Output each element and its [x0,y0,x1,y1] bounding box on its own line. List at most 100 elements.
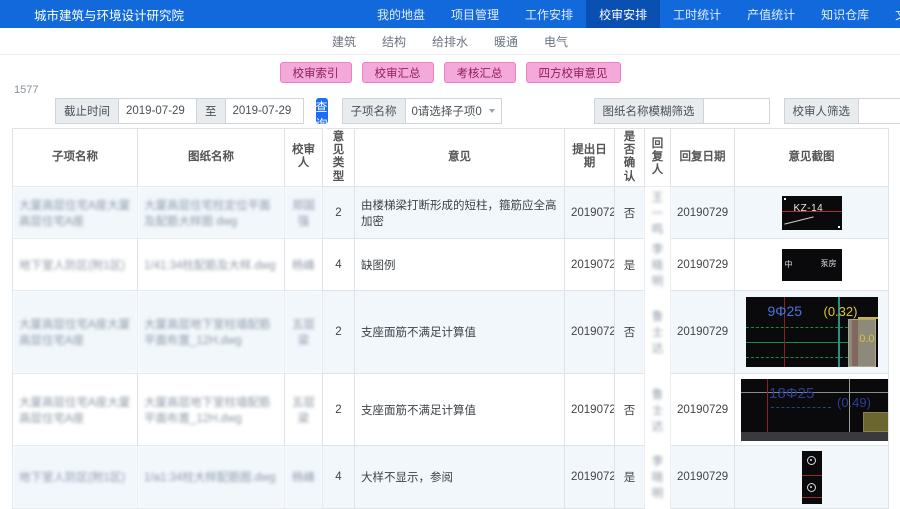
assessment-summary-button[interactable]: 考核汇总 [443,62,516,83]
cad-teal-line [837,297,840,368]
cell-confirmed: 否 [614,290,645,375]
subnav-item-electrical[interactable]: 电气 [544,34,569,49]
drawing-filter-input[interactable] [703,98,770,124]
cad-gray-line [741,391,888,393]
cell-opinion-type: 4 [322,238,355,292]
cad-red-line [781,210,842,212]
cell-reply-date: 20190729 [670,185,735,240]
subnav-item-hvac[interactable]: 暖通 [494,34,519,49]
cell-screenshot: 中 泵房 [734,238,889,292]
cell-date: 20190729 [564,290,615,375]
cad-block [863,411,888,432]
nav-item-docs[interactable]: 文档 [882,0,900,28]
subitem-select-group: 子项名称 0请选择子项0 [341,98,502,124]
cad-panel-stripe [851,320,858,367]
nav-item-my-area[interactable]: 我的地盘 [377,7,426,22]
fourparty-review-button[interactable]: 四方校审意见 [525,62,621,83]
col-confirmed: 是否确认 [614,128,645,187]
discipline-subnav: 建筑 结构 给排水 暖通 电气 [0,28,900,55]
cell-replier: 王一鸣 [644,186,671,239]
start-date-input[interactable] [119,98,197,124]
nav-item-project-mgmt[interactable]: 项目管理 [451,7,500,22]
cell-replier: 鲁士达 [644,373,671,446]
cell-reply-date: 20190729 [670,445,735,509]
col-replier: 回复人 [644,128,671,187]
nav-item-review-schedule[interactable]: 校审安排 [586,0,661,28]
cad-dashed-line [745,357,849,359]
cell-reviewer: 郑国强 [284,185,323,240]
cad-text: 中 [784,259,793,269]
cell-sub-name: 大厦高层住宅A座大厦高层住宅A座 [12,185,138,240]
cell-reviewer: 五层梁 [284,290,323,375]
subnav-item-architecture[interactable]: 建筑 [331,34,356,49]
nav-item-output-stats[interactable]: 产值统计 [747,7,796,22]
nav-item-knowledge-base[interactable]: 知识仓库 [821,7,870,22]
cad-yellow-line [857,317,878,320]
cad-green-line [745,342,849,344]
subitem-select[interactable]: 0请选择子项0 [405,98,502,124]
cad-text: 泵房 [820,258,837,268]
cell-reply-date: 20190729 [670,290,735,375]
cad-red-line [767,378,768,441]
cell-date: 20190729 [564,445,615,509]
cell-drawing-name: 1/a1:34柱大样配筋图.dwg [137,445,285,509]
nav-item-hours-stats[interactable]: 工时统计 [673,7,722,22]
col-reviewer: 校审人 [284,128,323,187]
col-opinion-type: 意见类型 [322,128,355,187]
filter-bar: 截止时间 至 查询 子项名称 0请选择子项0 图纸名称模糊筛选 校审人筛选 筛选… [55,98,900,131]
cell-screenshot: 9Φ25 (0.32) 0.0 [734,290,889,375]
review-toolbar: 校审索引 校审汇总 考核汇总 四方校审意见 [0,62,900,83]
cad-red-line [801,496,822,498]
cad-screenshot-thumbnail[interactable]: 18Φ25 (0.49) [741,378,888,441]
reviewer-filter-input[interactable] [859,98,900,124]
cad-value-label: 0.0 [859,333,875,346]
cad-screenshot-thumbnail[interactable]: KZ-14 [781,195,842,230]
cell-drawing-name: 1/41:34柱配筋及大样.dwg [137,238,285,292]
table-row: 大厦高层住宅A座大厦高层住宅A座 大厦高层地下室柱墙配筋平面布置_12H.dwg… [12,290,889,375]
cad-screenshot-thumbnail[interactable] [801,450,822,504]
cell-sub-name: 地下室人防区(附1区) [12,445,138,509]
review-summary-button[interactable]: 校审汇总 [361,62,434,83]
subitem-select-value: 0请选择子项0 [411,106,482,118]
cad-screenshot-thumbnail[interactable]: 中 泵房 [781,248,842,281]
subnav-item-structure[interactable]: 结构 [381,34,406,49]
cad-bottom-strip [741,431,888,441]
cell-replier: 李晓明 [644,445,671,509]
table-row: 大厦高层住宅A座大厦高层住宅A座 大厦高层地下室柱墙配筋平面布置_12H.dwg… [12,373,889,447]
cell-drawing-name: 大厦高层地下室柱墙配筋平面布置_12H.dwg [137,290,285,375]
cell-date: 20190729 [564,238,615,292]
query-button[interactable]: 查询 [315,98,328,131]
cell-opinion: 由楼梯梁打断形成的短柱，箍筋应全高加密 [354,185,565,240]
col-sub-name: 子项名称 [12,128,138,187]
cell-opinion-type: 2 [322,290,355,375]
cell-replier: 鲁士达 [644,290,671,374]
cell-date: 20190729 [564,373,615,447]
review-index-button[interactable]: 校审索引 [279,62,352,83]
app-title[interactable]: 城市建筑与环境设计研究院 [34,8,185,23]
table-row: 地下室人防区(附1区) 1/a1:34柱大样配筋图.dwg 杨峰 4 大样不显示… [12,445,889,509]
cell-drawing-name: 大厦高层地下室柱墙配筋平面布置_12H.dwg [137,373,285,447]
cad-ratio-label: (0.49) [837,394,871,410]
record-count: 1577 [14,84,39,96]
cad-ratio-label: (0.32) [823,304,858,320]
cell-opinion-type: 2 [322,185,355,240]
end-date-input[interactable] [225,98,304,124]
cad-gray-line [849,378,850,441]
cad-target-symbol [806,482,816,492]
date-range-group: 截止时间 至 [55,98,304,124]
cell-opinion: 支座面筋不满足计算值 [354,373,565,447]
cad-target-symbol [806,455,816,465]
subnav-item-plumbing[interactable]: 给排水 [431,34,468,49]
cad-screenshot-thumbnail[interactable]: 9Φ25 (0.32) 0.0 [745,297,878,368]
cell-opinion-type: 4 [322,445,355,509]
col-reply-date: 回复日期 [670,128,735,187]
nav-item-work-schedule[interactable]: 工作安排 [525,7,574,22]
cell-reviewer: 杨峰 [284,445,323,509]
cell-screenshot [734,445,889,509]
cell-confirmed: 否 [614,185,645,240]
cell-sub-name: 大厦高层住宅A座大厦高层住宅A座 [12,290,138,375]
cad-leader-line [783,216,814,225]
top-navbar: 城市建筑与环境设计研究院 我的地盘 项目管理 工作安排 校审安排 工时统计 产值… [0,0,900,28]
table-row: 地下室人防区(附1区) 1/41:34柱配筋及大样.dwg 杨峰 4 缺图例 2… [12,238,889,292]
col-screenshot: 意见截图 [734,128,889,187]
